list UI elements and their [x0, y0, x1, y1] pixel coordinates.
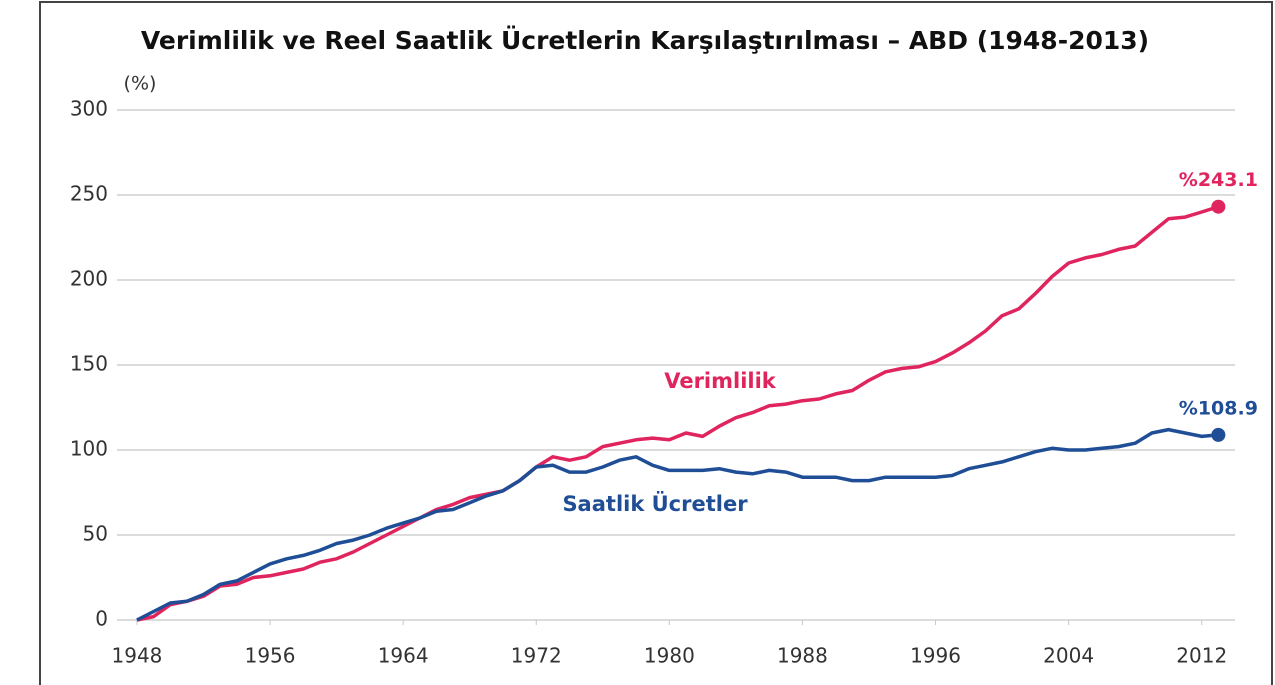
x-tick-label: 2004	[1043, 644, 1094, 668]
x-tick-label: 1956	[245, 644, 296, 668]
y-tick-label: 250	[70, 182, 108, 206]
y-tick-label: 100	[70, 437, 108, 461]
x-tick-label: 1972	[511, 644, 562, 668]
x-tick-label: 1980	[644, 644, 695, 668]
y-tick-label: 150	[70, 352, 108, 376]
series-label: Verimlilik	[664, 369, 777, 393]
series-line	[136, 205, 1219, 622]
end-point	[1211, 427, 1226, 442]
x-tick-label: 1964	[378, 644, 429, 668]
y-tick-label: 200	[70, 267, 108, 291]
series-label: Saatlik Ücretler	[562, 491, 748, 516]
x-tick-label: 1996	[910, 644, 961, 668]
frame	[39, 1, 1273, 685]
y-axis-label: (%)	[124, 73, 157, 95]
x-tick-label: 2012	[1176, 644, 1227, 668]
x-tick-label: 1988	[777, 644, 828, 668]
value-label: %108.9	[1179, 397, 1258, 419]
y-tick-label: 300	[70, 97, 108, 121]
y-tick-label: 0	[95, 607, 108, 631]
x-tick-label: 1948	[112, 644, 163, 668]
series-line	[136, 427, 1219, 622]
y-tick-label: 50	[83, 522, 108, 546]
chart-title: Verimlilik ve Reel Saatlik Ücretlerin Ka…	[141, 25, 1149, 55]
value-label: %243.1	[1179, 169, 1258, 191]
end-point	[1211, 199, 1226, 214]
